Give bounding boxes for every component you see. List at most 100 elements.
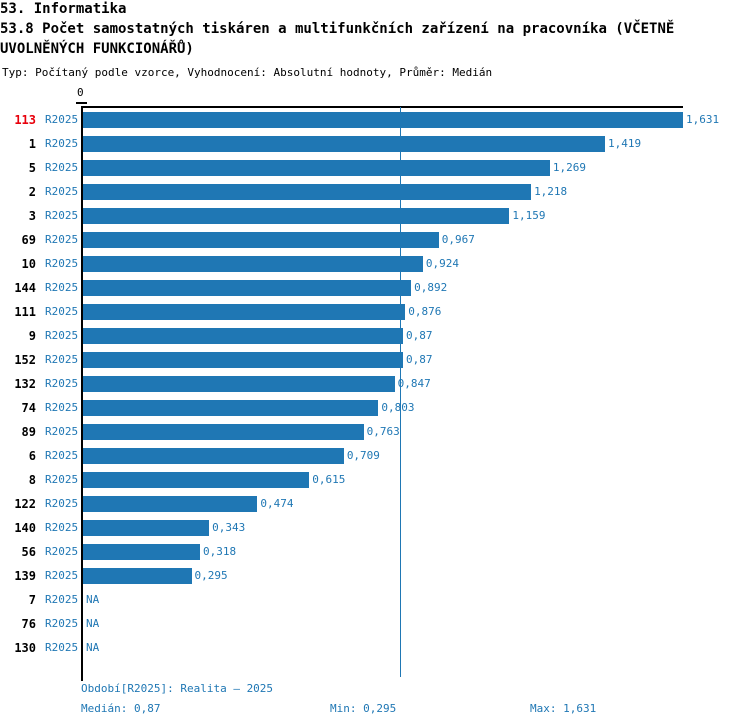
bar-row[interactable]: 74 R2025 0,803 — [0, 396, 750, 420]
value-label: 0,876 — [408, 305, 442, 318]
row-rank-label: 6 — [28, 449, 36, 463]
bar-chart-plot: 0 113 R2025 1,631 1 R2025 1,419 5 R2025 1,269 2 R2… — [0, 86, 750, 681]
value-label: 1,159 — [512, 209, 546, 222]
category-title: 53. Informatika — [0, 1, 127, 17]
row-period-label: R2025 — [45, 281, 79, 294]
row-rank-label: 2 — [28, 185, 36, 199]
value-label: 0,892 — [414, 281, 448, 294]
value-label: 1,631 — [686, 113, 720, 126]
bar-row[interactable]: 1 R2025 1,419 — [0, 132, 750, 156]
value-bar[interactable] — [83, 520, 210, 536]
row-period-label: R2025 — [45, 233, 79, 246]
row-rank-label: 76 — [21, 617, 36, 631]
bar-row[interactable]: 152 R2025 0,87 — [0, 348, 750, 372]
value-bar[interactable] — [83, 304, 406, 320]
min-stat: Min: 0,295 — [330, 702, 397, 715]
value-axis-line — [81, 107, 83, 681]
median-reference-line — [400, 107, 401, 677]
median-stat: Medián: 0,87 — [81, 702, 161, 715]
value-bar[interactable] — [83, 352, 404, 368]
value-label: 0,709 — [346, 449, 380, 462]
value-label: 0,763 — [366, 425, 400, 438]
value-bar[interactable] — [83, 232, 439, 248]
row-period-label: R2025 — [45, 617, 79, 630]
bar-row[interactable]: 130 R2025 NA — [0, 636, 750, 660]
value-label: 1,269 — [552, 161, 586, 174]
row-period-label: R2025 — [45, 305, 79, 318]
row-rank-label: 111 — [14, 305, 36, 319]
bar-row[interactable]: 122 R2025 0,474 — [0, 492, 750, 516]
bar-row[interactable]: 111 R2025 0,876 — [0, 300, 750, 324]
bar-row[interactable]: 76 R2025 NA — [0, 612, 750, 636]
value-bar[interactable] — [83, 112, 683, 128]
row-rank-label: 152 — [14, 353, 36, 367]
period-legend: Období[R2025]: Realita – 2025 — [81, 682, 274, 695]
row-rank-label: 10 — [21, 257, 36, 271]
row-rank-label: 5 — [28, 161, 36, 175]
value-bar[interactable] — [83, 328, 404, 344]
row-period-label: R2025 — [45, 425, 79, 438]
bar-row[interactable]: 7 R2025 NA — [0, 588, 750, 612]
row-rank-label: 7 — [28, 593, 36, 607]
bar-row[interactable]: 140 R2025 0,343 — [0, 516, 750, 540]
value-label: 1,218 — [534, 185, 568, 198]
row-period-label: R2025 — [45, 113, 79, 126]
value-bar[interactable] — [83, 568, 192, 584]
value-bar[interactable] — [83, 472, 310, 488]
axis-tick-zero — [76, 102, 87, 104]
bar-row[interactable]: 113 R2025 1,631 — [0, 108, 750, 132]
value-label: 0,474 — [260, 497, 294, 510]
row-rank-label: 3 — [28, 209, 36, 223]
row-rank-label: 140 — [14, 521, 36, 535]
row-period-label: R2025 — [45, 257, 79, 270]
value-label: 0,87 — [406, 353, 433, 366]
value-bar[interactable] — [83, 424, 364, 440]
bar-row[interactable]: 2 R2025 1,218 — [0, 180, 750, 204]
row-period-label: R2025 — [45, 161, 79, 174]
row-rank-label: 122 — [14, 497, 36, 511]
value-bar[interactable] — [83, 496, 258, 512]
indicator-title: 53.8 Počet samostatných tiskáren a multi… — [0, 21, 675, 57]
bar-row[interactable]: 9 R2025 0,87 — [0, 324, 750, 348]
bar-row[interactable]: 8 R2025 0,615 — [0, 468, 750, 492]
row-period-label: R2025 — [45, 137, 79, 150]
value-bar[interactable] — [83, 376, 395, 392]
row-period-label: R2025 — [45, 473, 79, 486]
value-bar[interactable] — [83, 208, 510, 224]
value-bar[interactable] — [83, 544, 200, 560]
value-label: 0,803 — [381, 401, 415, 414]
value-bar[interactable] — [83, 400, 379, 416]
value-bar[interactable] — [83, 280, 412, 296]
value-bar[interactable] — [83, 160, 550, 176]
value-label-na: NA — [86, 641, 100, 654]
row-period-label: R2025 — [45, 449, 79, 462]
bar-row[interactable]: 132 R2025 0,847 — [0, 372, 750, 396]
row-period-label: R2025 — [45, 545, 79, 558]
value-bar[interactable] — [83, 136, 605, 152]
row-rank-label: 139 — [14, 569, 36, 583]
value-label-na: NA — [86, 617, 100, 630]
value-label: 0,924 — [425, 257, 460, 270]
bar-row[interactable]: 89 R2025 0,763 — [0, 420, 750, 444]
value-bar[interactable] — [83, 184, 532, 200]
row-rank-label: 9 — [28, 329, 36, 343]
row-period-label: R2025 — [45, 593, 79, 606]
bar-row[interactable]: 69 R2025 0,967 — [0, 228, 750, 252]
row-rank-label: 130 — [14, 641, 36, 655]
row-rank-label: 132 — [14, 377, 36, 391]
bar-row[interactable]: 10 R2025 0,924 — [0, 252, 750, 276]
chart-subtitle: Typ: Počítaný podle vzorce, Vyhodnocení:… — [2, 66, 493, 79]
max-stat: Max: 1,631 — [530, 702, 597, 715]
value-bar[interactable] — [83, 448, 344, 464]
bar-row[interactable]: 139 R2025 0,295 — [0, 564, 750, 588]
row-period-label: R2025 — [45, 185, 79, 198]
row-period-label: R2025 — [45, 569, 79, 582]
bar-row[interactable]: 3 R2025 1,159 — [0, 204, 750, 228]
bar-row[interactable]: 144 R2025 0,892 — [0, 276, 750, 300]
bar-row[interactable]: 56 R2025 0,318 — [0, 540, 750, 564]
value-bar[interactable] — [83, 256, 423, 272]
bar-row[interactable]: 6 R2025 0,709 — [0, 444, 750, 468]
row-rank-label: 8 — [28, 473, 36, 487]
row-period-label: R2025 — [45, 377, 79, 390]
bar-row[interactable]: 5 R2025 1,269 — [0, 156, 750, 180]
